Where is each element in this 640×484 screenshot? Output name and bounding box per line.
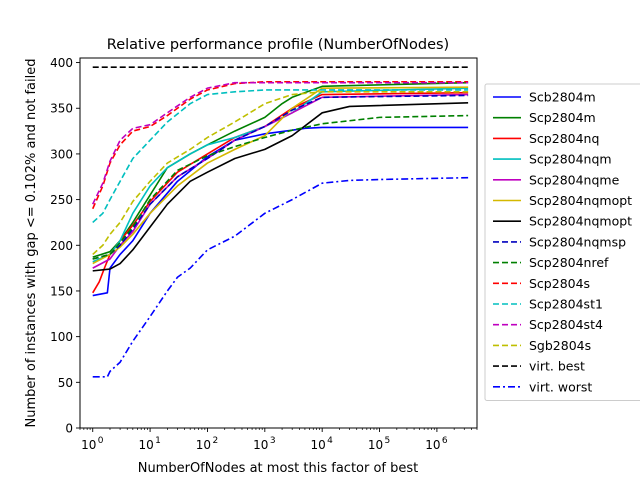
series-line-2 <box>92 91 469 294</box>
y-tick-label-1: 50 <box>58 376 73 390</box>
series-line-6 <box>92 101 469 272</box>
legend-label-12: Sgb2804s <box>529 338 591 353</box>
x-axis: 10 0 10 1 10 2 10 3 10 4 10 5 10 6 <box>79 428 478 452</box>
y-tick-label-4: 200 <box>50 239 73 253</box>
x-tick-label-5: 10 <box>368 438 383 452</box>
x-tick-label-6: 10 <box>425 438 440 452</box>
legend-label-8: Scp2804nref <box>529 255 609 270</box>
series-line-14 <box>92 176 469 378</box>
series-line-9 <box>91 80 469 210</box>
x-tick-label-4: 10 <box>311 438 326 452</box>
legend-label-0: Scb2804m <box>529 90 596 105</box>
chart-title: Relative performance profile (NumberOfNo… <box>107 37 449 53</box>
x-tick-exponent-5: 5 <box>385 436 391 446</box>
legend-label-13: virt. best <box>529 359 585 374</box>
legend-label-1: Scp2804m <box>529 110 596 125</box>
legend-label-2: Scp2804nq <box>529 131 599 146</box>
legend-label-6: Scp2804nqmopt <box>529 214 632 229</box>
y-axis-label: Number of instances with gap <= 0.102% a… <box>24 59 39 428</box>
legend: Scb2804m Scp2804m Scp2804nq Scp2804nqm Scp28… <box>484 83 640 401</box>
x-tick-exponent-2: 2 <box>212 436 218 446</box>
x-tick-label-3: 10 <box>253 438 268 452</box>
legend-label-4: Scp2804nqme <box>529 172 620 187</box>
y-tick-label-6: 300 <box>50 147 73 161</box>
x-tick-label-2: 10 <box>196 438 211 452</box>
y-tick-label-5: 250 <box>50 193 73 207</box>
legend-label-10: Scp2804st1 <box>529 297 603 312</box>
plot-frame <box>79 57 478 429</box>
legend-label-3: Scp2804nqm <box>529 152 612 167</box>
x-tick-exponent-4: 4 <box>327 436 333 446</box>
legend-label-9: Scp2804s <box>529 276 590 291</box>
y-tick-label-0: 0 <box>65 422 73 436</box>
x-axis-label: NumberOfNodes at most this factor of bes… <box>138 461 419 476</box>
y-tick-label-7: 350 <box>50 102 73 116</box>
series-line-12 <box>92 91 469 256</box>
legend-label-7: Scp2804nqmsp <box>529 234 626 249</box>
legend-label-5: Scp2804nqmopt <box>529 193 632 208</box>
y-tick-label-3: 150 <box>50 284 73 298</box>
x-tick-label-0: 10 <box>81 438 96 452</box>
legend-label-11: Scp2804st4 <box>529 317 603 332</box>
legend-box <box>484 83 640 401</box>
y-tick-label-8: 400 <box>50 56 73 70</box>
x-tick-exponent-6: 6 <box>442 436 448 446</box>
y-axis: 0 50 100 150 200 250 300 350 400 <box>50 56 80 436</box>
series-line-0 <box>92 126 469 297</box>
series-line-5 <box>92 86 469 265</box>
x-tick-exponent-3: 3 <box>270 436 276 446</box>
y-tick-label-2: 100 <box>50 330 73 344</box>
legend-label-14: virt. worst <box>529 379 592 394</box>
series-line-7 <box>92 94 469 260</box>
x-tick-exponent-0: 0 <box>98 436 104 446</box>
x-tick-exponent-1: 1 <box>155 436 161 446</box>
series-line-10 <box>92 89 469 224</box>
x-tick-label-1: 10 <box>138 438 153 452</box>
